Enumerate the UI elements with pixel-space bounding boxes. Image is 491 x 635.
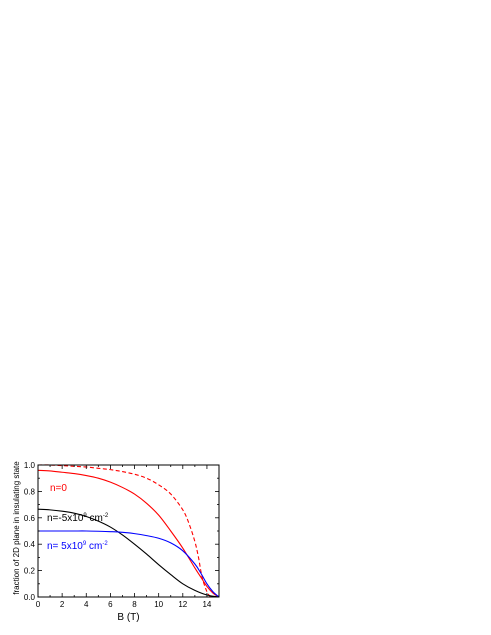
x-tick-label: 12	[178, 600, 187, 609]
series-line-red-solid	[37, 469, 220, 598]
ticks-layer	[37, 464, 220, 598]
annotation-layer: n=0 n=-5x109 cm-2 n= 5x109 cm-2	[47, 483, 109, 552]
y-tick-label: 0.0	[24, 593, 36, 602]
x-tick-label: 8	[132, 600, 137, 609]
x-tick-label: 14	[202, 600, 211, 609]
y-axis-title: fraction of 2D plane in insulating state	[12, 461, 21, 595]
x-tick-label: 2	[60, 600, 65, 609]
labels-layer: 0 2 4 6 8 10 12 14 0.0 0.2 0.4 0.6 0.8 1.0	[24, 461, 212, 609]
annotation-npos: n= 5x109 cm-2	[47, 541, 108, 552]
x-tick-label: 4	[84, 600, 89, 609]
y-tick-label: 0.4	[24, 540, 36, 549]
x-axis-title: B (T)	[117, 612, 139, 623]
annotation-nneg: n=-5x109 cm-2	[47, 513, 109, 524]
y-tick-label: 0.2	[24, 567, 36, 576]
y-tick-label: 1.0	[24, 461, 36, 470]
annotation-n0: n=0	[50, 483, 67, 494]
series-line-blue	[38, 530, 220, 598]
y-tick-label: 0.6	[24, 514, 36, 523]
y-tick-label: 0.8	[24, 487, 36, 496]
x-tick-label: 6	[108, 600, 113, 609]
series-line-black	[37, 508, 220, 598]
x-tick-label: 0	[36, 600, 41, 609]
x-tick-label: 10	[154, 600, 163, 609]
